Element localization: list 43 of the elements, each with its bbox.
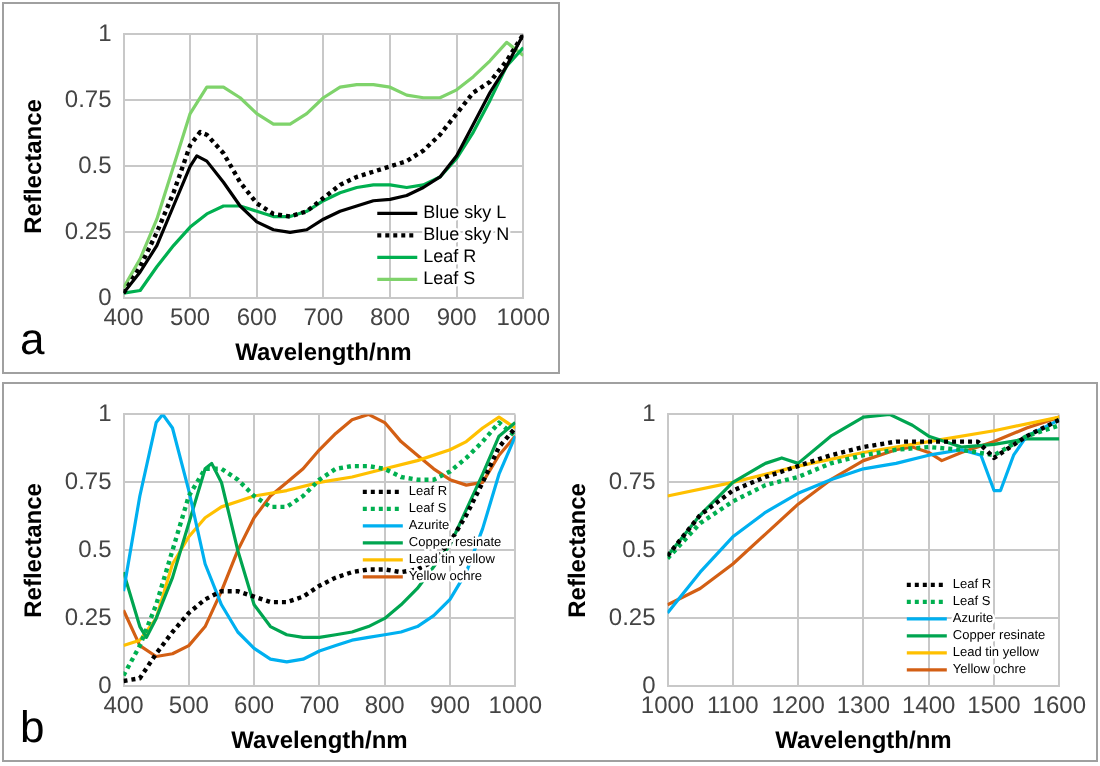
x-tick-label: 900 — [436, 303, 478, 332]
x-tick-label: 1100 — [707, 691, 760, 720]
x-tick-label: 900 — [429, 691, 471, 720]
x-tick-label: 800 — [370, 303, 411, 332]
y-tick-label: 0.75 — [608, 467, 657, 496]
x-tick-label: 1400 — [902, 691, 957, 720]
x-tick-label: 1000 — [488, 691, 543, 720]
x-tick-label: 800 — [364, 691, 406, 720]
text: b — [20, 702, 45, 753]
x-tick-label: 1600 — [1032, 691, 1087, 720]
y-tick-label: 0.25 — [64, 217, 113, 246]
x-tick-label: 600 — [234, 691, 275, 720]
y-tick-label: 0.75 — [64, 85, 113, 114]
legend-label: Blue sky N — [423, 224, 510, 245]
y-tick-label: 1 — [98, 399, 113, 428]
x-tick-label: 500 — [170, 303, 211, 332]
y-tick-label: 0.5 — [78, 151, 113, 180]
y-tick-label: 0.25 — [608, 603, 657, 632]
y-tick-label: 0.5 — [622, 535, 657, 564]
x-tick-label: 1300 — [836, 691, 891, 720]
legend-label: Leaf R — [423, 246, 478, 267]
y-axis-title: Reflectance — [563, 482, 592, 618]
x-tick-label: 1200 — [771, 691, 826, 720]
x-tick-label: 1500 — [967, 691, 1022, 720]
y-tick-label: 1 — [642, 399, 657, 428]
x-tick-label: 1000 — [640, 691, 695, 720]
text: a — [20, 314, 46, 365]
y-tick-label: 0.5 — [78, 535, 113, 564]
legend-label: Leaf S — [423, 268, 476, 289]
y-axis-title: Reflectance — [19, 482, 48, 618]
x-tick-label: 1000 — [496, 303, 551, 332]
y-tick-label: 1 — [98, 19, 113, 48]
legend-label: Blue sky L — [423, 202, 507, 223]
x-tick-label: 700 — [303, 303, 345, 332]
y-axis-title: Reflectance — [19, 98, 48, 234]
x-tick-label: 600 — [236, 303, 278, 332]
y-tick-label: 0.75 — [64, 467, 113, 496]
x-axis-title: Wavelength/nm — [231, 726, 408, 755]
x-tick-label: 700 — [299, 691, 341, 720]
x-axis-title: Wavelength/nm — [775, 726, 952, 755]
x-axis-title: Wavelength/nm — [235, 338, 412, 367]
y-tick-label: 0.25 — [64, 603, 113, 632]
x-tick-label: 500 — [168, 691, 210, 720]
